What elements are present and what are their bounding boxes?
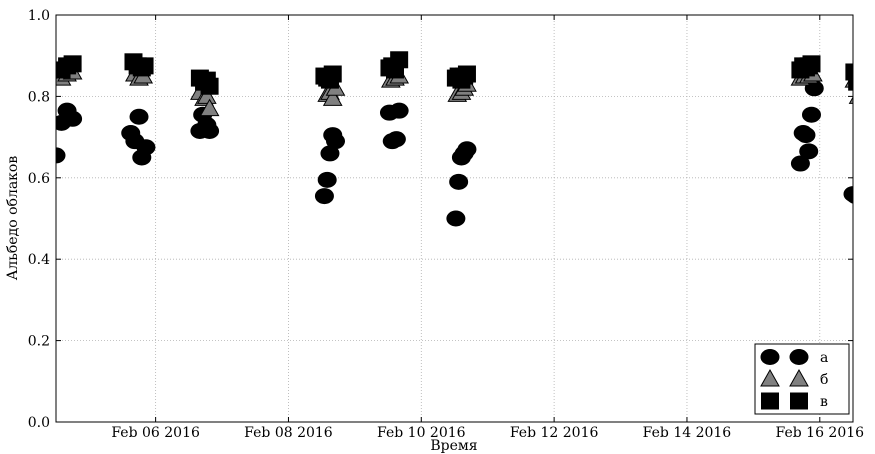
data-point-circle [386, 131, 406, 148]
legend-marker-triangle [760, 368, 780, 387]
data-point-square [457, 65, 476, 83]
data-point-circle [136, 139, 156, 156]
tick-labels: Feb 06 2016 Feb 08 2016 Feb 10 2016 Feb 12 … [28, 8, 864, 441]
legend: абв [754, 343, 850, 415]
data-point-triangle [848, 96, 853, 104]
data-point-square [323, 65, 342, 83]
data-point-square [135, 57, 154, 75]
data-point-circle [200, 122, 220, 139]
data-point-circle [63, 110, 83, 127]
legend-marker-circle [760, 349, 780, 365]
legend-label: а [820, 350, 828, 366]
data-point-circle [799, 143, 819, 160]
data-point-circle [846, 188, 853, 204]
y-axis-label: Альбедо облаков [5, 156, 21, 281]
data-point-triangle [322, 88, 343, 106]
data-point-circle [790, 155, 810, 172]
axis-ticks [56, 14, 853, 423]
x-tick-label: Feb 14 2016 [643, 425, 732, 441]
plot-frame [55, 14, 854, 423]
data-points [56, 51, 853, 227]
legend-marker-triangle [789, 368, 809, 387]
data-point-circle [801, 106, 821, 123]
legend-marker-square [761, 392, 779, 410]
data-point-circle [446, 210, 466, 227]
data-point-circle [449, 173, 469, 190]
legend-label: б [820, 372, 828, 388]
data-point-triangle [196, 86, 217, 104]
y-tick-label: 0.4 [28, 252, 50, 268]
data-point-square [63, 55, 82, 73]
y-tick-label: 0.0 [28, 415, 50, 431]
y-tick-label: 0.6 [28, 171, 50, 187]
data-point-circle [314, 188, 334, 205]
data-point-circle [129, 108, 149, 125]
data-point-square [200, 77, 219, 95]
x-tick-label: Feb 08 2016 [244, 425, 333, 441]
legend-marker-circle [789, 349, 809, 365]
data-point-square [390, 51, 409, 69]
data-point-circle [796, 127, 816, 144]
y-tick-label: 0.8 [28, 89, 50, 105]
data-point-circle [389, 102, 409, 119]
x-tick-label: Feb 16 2016 [776, 425, 865, 441]
x-axis-label: Время [430, 438, 477, 454]
y-tick-label: 1.0 [28, 8, 50, 24]
data-point-square [802, 55, 821, 73]
x-tick-label: Feb 10 2016 [377, 425, 466, 441]
x-tick-label: Feb 12 2016 [510, 425, 599, 441]
data-point-circle [317, 171, 337, 188]
legend-label: в [820, 394, 828, 410]
data-point-square [845, 63, 853, 81]
x-tick-label: Feb 06 2016 [111, 425, 200, 441]
data-point-circle [56, 147, 66, 164]
data-point-square [848, 73, 853, 91]
data-point-circle [457, 141, 477, 158]
y-tick-label: 0.2 [28, 334, 50, 350]
data-point-circle [326, 133, 346, 150]
legend-marker-square [790, 392, 808, 410]
data-point-triangle [199, 98, 220, 117]
